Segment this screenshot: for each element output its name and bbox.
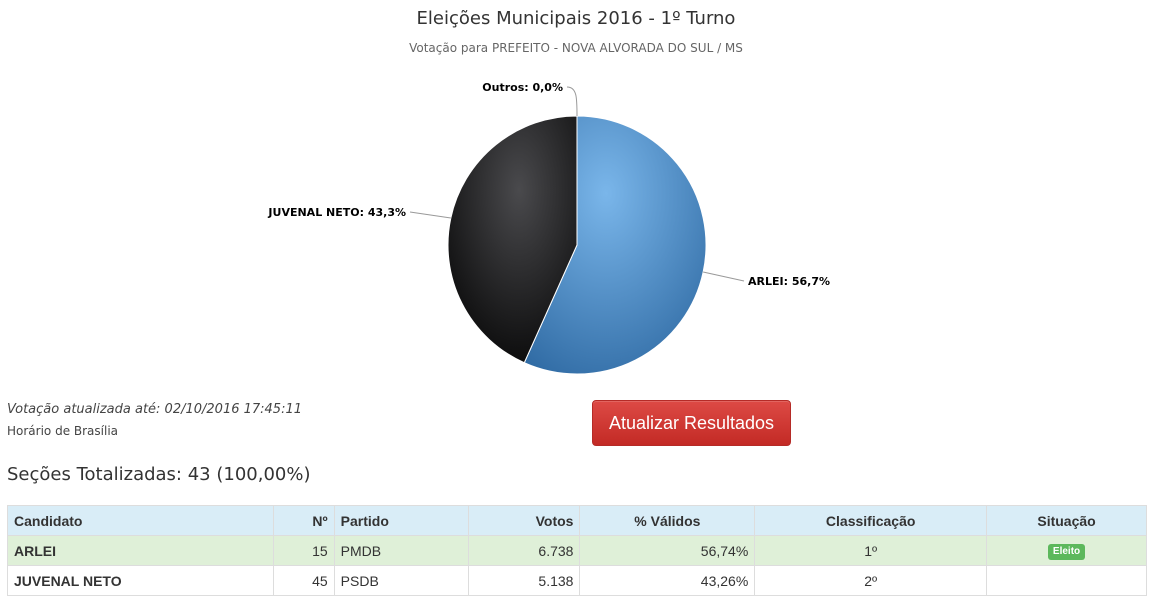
header-situation: Situação [986,505,1147,536]
candidate-name: ARLEI [7,535,274,566]
candidate-situation: Eleito [986,535,1147,566]
candidate-votes: 6.738 [467,535,581,566]
candidate-name: JUVENAL NETO [7,565,274,596]
header-candidate: Candidato [7,505,274,536]
chart-title: Eleições Municipais 2016 - 1º Turno [417,8,736,29]
candidate-rank: 2º [754,565,988,596]
pie-chart: Eleições Municipais 2016 - 1º Turno Vota… [267,8,830,375]
pie-data-label: JUVENAL NETO: 43,3% [267,206,406,219]
header-party: Partido [333,505,469,536]
pie-slice-arlei [523,115,707,375]
pie-label-connector [703,271,745,282]
candidate-valid-pct: 56,74% [579,535,756,566]
header-valid-pct: % Válidos [579,505,756,536]
candidate-party: PMDB [333,535,469,566]
sections-counted: Seções Totalizadas: 43 (100,00%) [7,464,311,485]
candidate-situation [986,565,1147,596]
candidate-number: 45 [272,565,335,596]
last-updated-text: Votação atualizada até: 02/10/2016 17:45… [7,402,303,417]
elected-badge: Eleito [1047,544,1086,560]
candidate-number: 15 [272,535,335,566]
pie-slice-juvenal-neto [447,115,578,364]
timezone-note: Horário de Brasília [7,424,119,438]
candidate-votes: 5.138 [467,565,581,596]
pie-data-label: ARLEI: 56,7% [748,275,830,288]
header-number: Nº [272,505,335,536]
refresh-results-button[interactable]: Atualizar Resultados [592,400,791,446]
table-row: JUVENAL NETO 45 PSDB 5.138 43,26% 2º [7,565,1147,596]
header-votes: Votos [467,505,581,536]
header-rank: Classificação [754,505,988,536]
candidate-valid-pct: 43,26% [579,565,756,596]
pie-label-connector [566,86,578,117]
results-table: Candidato Nº Partido Votos % Válidos Cla… [7,505,1147,596]
candidate-rank: 1º [754,535,988,566]
table-header-row: Candidato Nº Partido Votos % Válidos Cla… [7,505,1147,536]
chart-subtitle: Votação para PREFEITO - NOVA ALVORADA DO… [409,41,743,55]
candidate-party: PSDB [333,565,469,596]
pie-data-label: Outros: 0,0% [482,81,563,94]
pie-label-connector [409,211,451,219]
table-row: ARLEI 15 PMDB 6.738 56,74% 1º Eleito [7,535,1147,566]
